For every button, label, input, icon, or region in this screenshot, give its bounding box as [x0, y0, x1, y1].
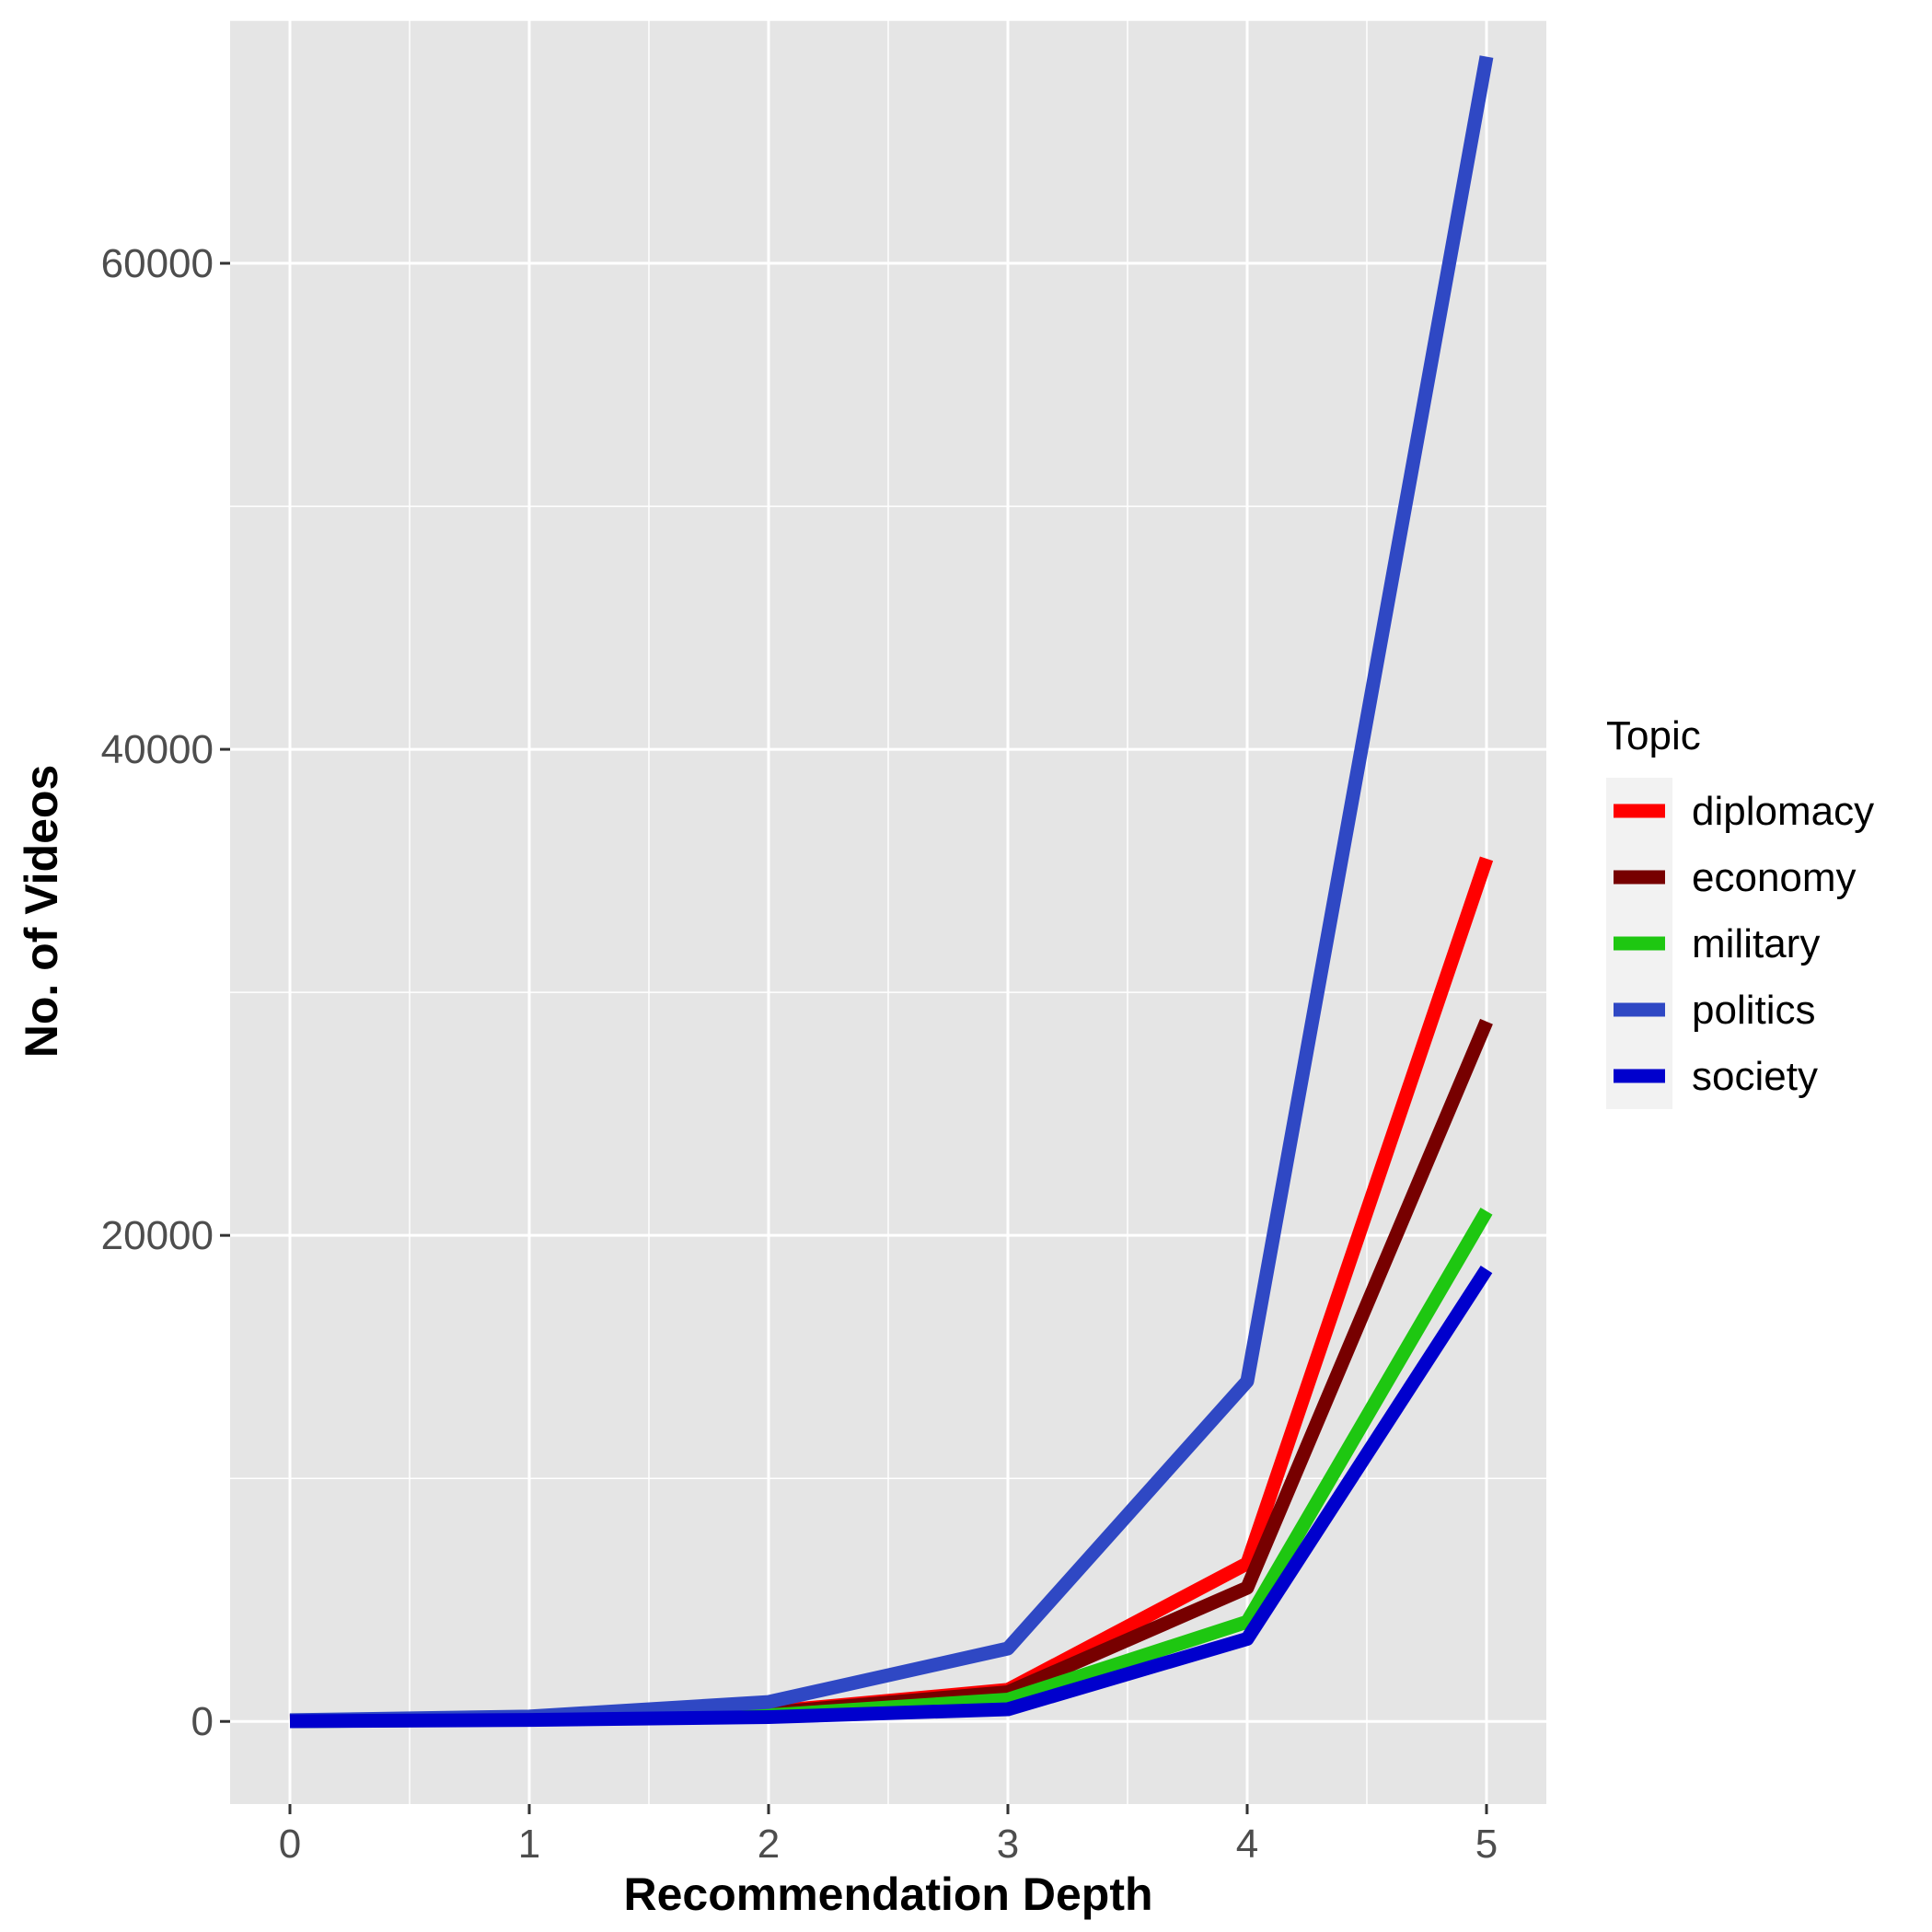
x-tick-label: 1 — [518, 1822, 540, 1867]
y-tick-label: 60000 — [101, 241, 214, 286]
x-axis-title: Recommendation Depth — [623, 1868, 1152, 1920]
legend-label-military: military — [1692, 921, 1820, 966]
series-line-society — [289, 1266, 1493, 1729]
y-tick-label: 0 — [191, 1699, 214, 1744]
grid-minor — [230, 19, 1546, 1804]
legend-label-diplomacy: diplomacy — [1692, 789, 1874, 834]
x-axis: 0 1 2 3 4 5 — [279, 1804, 1498, 1867]
y-tick-label: 20000 — [101, 1213, 214, 1258]
x-tick-label: 4 — [1236, 1822, 1258, 1867]
x-tick-label: 2 — [758, 1822, 780, 1867]
legend-label-economy: economy — [1692, 855, 1857, 900]
y-axis: 0 20000 40000 60000 — [101, 241, 230, 1744]
legend-label-politics: politics — [1692, 988, 1816, 1033]
legend: Topic diplomacy economy military politics so… — [1606, 713, 1874, 1109]
x-tick-label: 5 — [1475, 1822, 1498, 1867]
legend-label-society: society — [1692, 1054, 1818, 1099]
x-tick-label: 3 — [997, 1822, 1019, 1867]
y-axis-title: No. of Videos — [16, 765, 67, 1059]
series-lines — [289, 55, 1494, 1729]
legend-title: Topic — [1606, 713, 1701, 758]
x-tick-label: 0 — [279, 1822, 301, 1867]
y-tick-label: 40000 — [101, 727, 214, 772]
